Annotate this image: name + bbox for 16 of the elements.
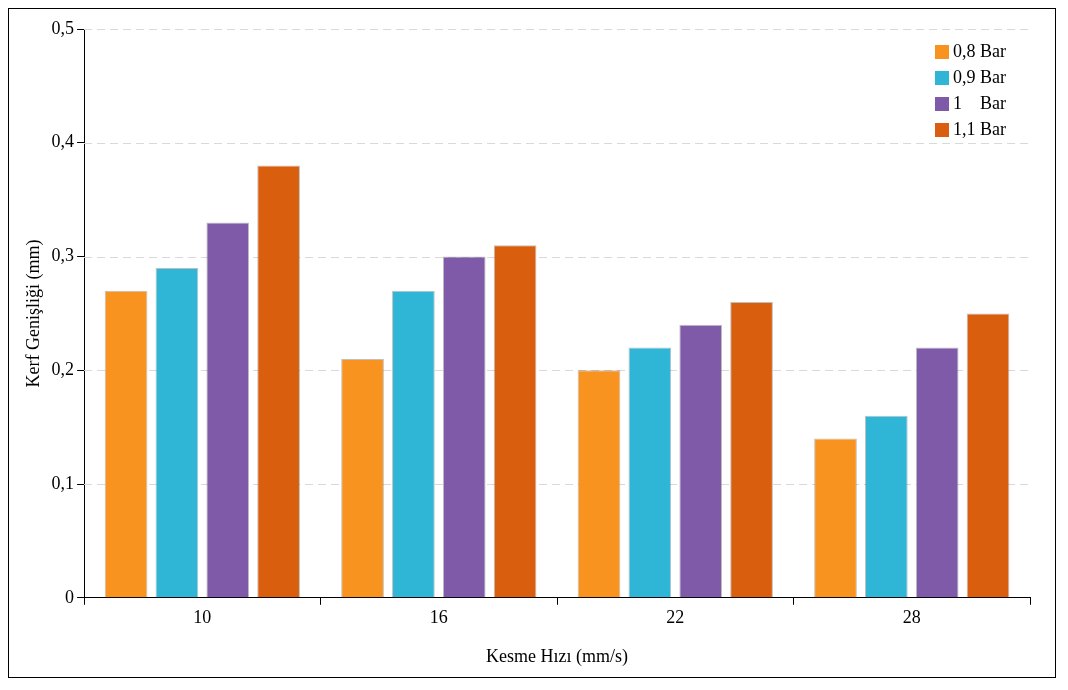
x-tick-label: 16 xyxy=(429,607,448,628)
x-tick-label: 10 xyxy=(193,607,212,628)
y-tick-label: 0 xyxy=(65,586,75,607)
legend-label: 1,1 Bar xyxy=(953,118,1007,139)
x-tick-label: 22 xyxy=(666,607,685,628)
x-axis-title: Kesme Hızı (mm/s) xyxy=(486,645,629,667)
y-axis-title: Kerf Genişliği (mm) xyxy=(22,239,44,388)
x-tick-label: 28 xyxy=(902,607,921,628)
legend-label: 0,8 Bar xyxy=(953,40,1007,61)
legend-label: 0,9 Bar xyxy=(953,66,1007,87)
y-tick-label: 0,4 xyxy=(51,131,75,152)
y-tick-label: 0,5 xyxy=(51,17,75,38)
y-tick-label: 0,2 xyxy=(51,359,75,380)
y-tick-label: 0,1 xyxy=(51,472,75,493)
y-tick-label: 0,3 xyxy=(51,245,75,266)
legend-label: 1 Bar xyxy=(953,92,1007,113)
